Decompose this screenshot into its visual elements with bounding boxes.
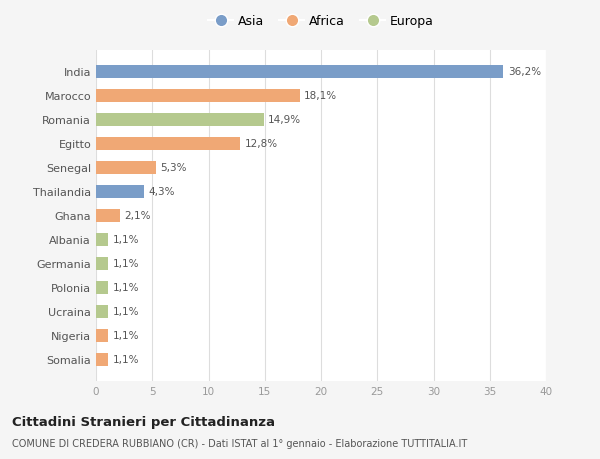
Bar	[96, 305, 109, 318]
Bar	[96, 137, 240, 151]
Text: 1,1%: 1,1%	[113, 258, 139, 269]
Bar	[96, 233, 109, 246]
Bar	[96, 209, 119, 222]
Text: 2,1%: 2,1%	[124, 211, 151, 221]
Bar	[96, 90, 299, 103]
Text: 18,1%: 18,1%	[304, 91, 337, 101]
Bar	[96, 257, 109, 270]
Bar	[96, 113, 263, 127]
Text: 1,1%: 1,1%	[113, 330, 139, 341]
Bar	[96, 281, 109, 294]
Text: 4,3%: 4,3%	[149, 187, 175, 197]
Bar	[96, 185, 145, 198]
Text: 12,8%: 12,8%	[245, 139, 278, 149]
Text: 1,1%: 1,1%	[113, 235, 139, 245]
Text: Cittadini Stranieri per Cittadinanza: Cittadini Stranieri per Cittadinanza	[12, 415, 275, 428]
Text: 1,1%: 1,1%	[113, 307, 139, 316]
Text: 14,9%: 14,9%	[268, 115, 301, 125]
Bar	[96, 353, 109, 366]
Bar	[96, 329, 109, 342]
Legend: Asia, Africa, Europa: Asia, Africa, Europa	[203, 11, 439, 34]
Text: 36,2%: 36,2%	[508, 67, 541, 77]
Bar	[96, 161, 155, 174]
Text: 1,1%: 1,1%	[113, 283, 139, 292]
Bar	[96, 66, 503, 78]
Text: 5,3%: 5,3%	[160, 163, 187, 173]
Text: COMUNE DI CREDERA RUBBIANO (CR) - Dati ISTAT al 1° gennaio - Elaborazione TUTTIT: COMUNE DI CREDERA RUBBIANO (CR) - Dati I…	[12, 438, 467, 448]
Text: 1,1%: 1,1%	[113, 354, 139, 364]
